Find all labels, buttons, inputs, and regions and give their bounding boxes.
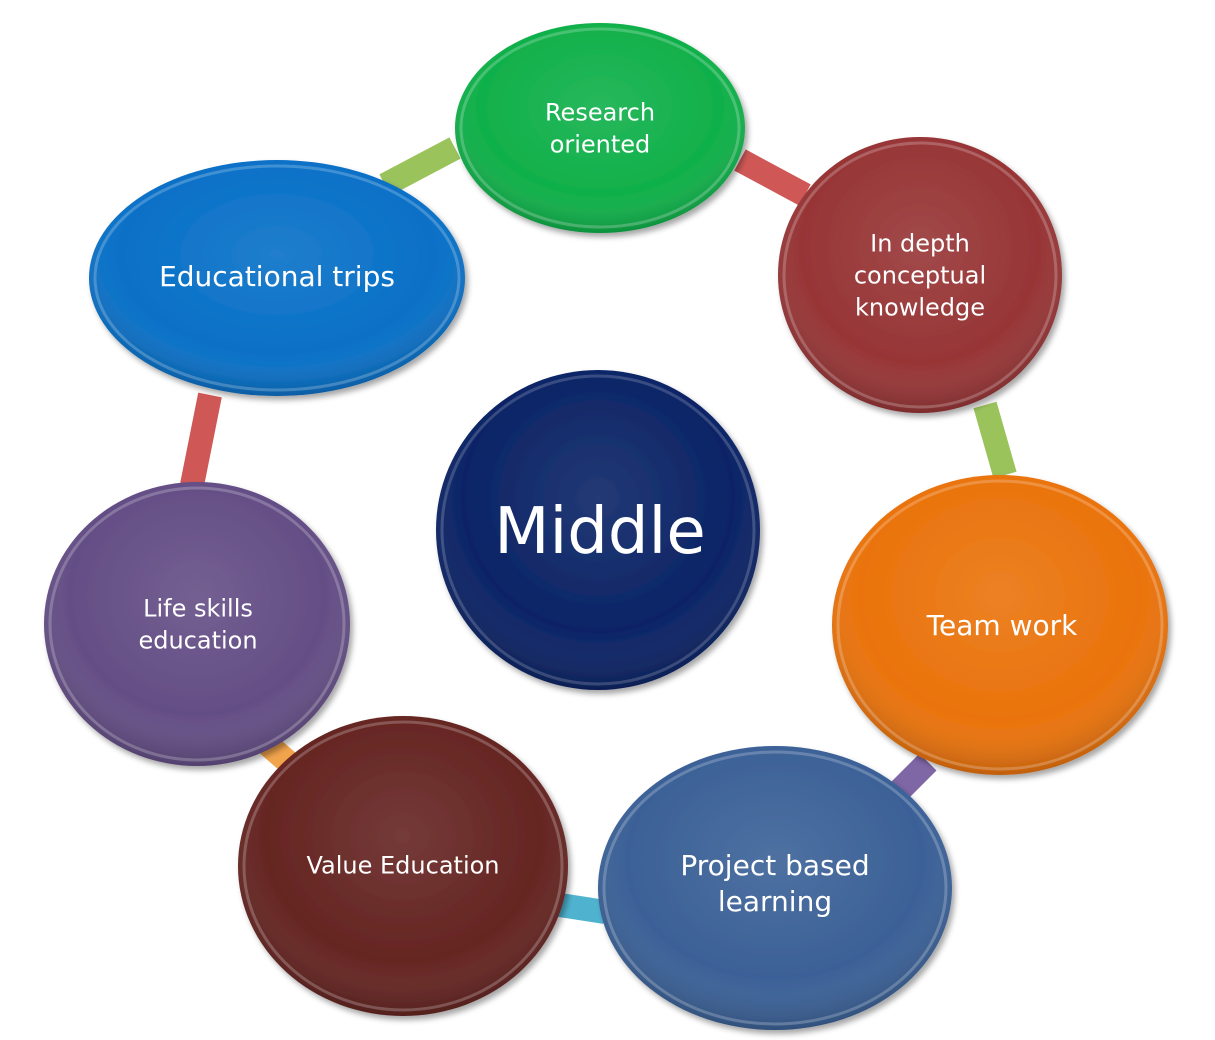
connector-trips-research [379, 137, 461, 196]
node-value-education [238, 716, 568, 1016]
node-project-based-learning [598, 746, 952, 1030]
outer-nodes [44, 23, 1168, 1030]
label-value-education: Value Education [306, 851, 499, 879]
label-research-oriented: Research oriented [545, 98, 655, 158]
label-line: knowledge [855, 293, 985, 321]
center-node [436, 370, 760, 690]
label-line: Team work [926, 609, 1078, 642]
connector-research-indepth [734, 149, 811, 206]
label-line: oriented [550, 130, 651, 158]
label-line: Project based [680, 849, 869, 882]
center-label: Middle [494, 495, 705, 569]
labels: Research oriented In depth conceptual knowl… [138, 98, 1078, 917]
label-line: education [138, 626, 257, 654]
node-research-oriented [455, 23, 745, 233]
label-line: In depth [870, 229, 970, 257]
connector-lifeskills-trips [180, 392, 222, 488]
connector-indepth-teamwork [973, 401, 1017, 479]
node-life-skills-education [44, 482, 350, 766]
label-project-based-learning: Project based learning [680, 849, 869, 918]
node-team-work [832, 475, 1168, 775]
label-line: Life skills [143, 594, 253, 622]
label-line: Research [545, 98, 655, 126]
node-in-depth-conceptual-knowledge [778, 137, 1062, 413]
label-line: conceptual [854, 261, 986, 289]
label-line: Educational trips [159, 260, 395, 293]
connector-project-value [558, 893, 607, 924]
label-line: learning [718, 885, 832, 918]
label-team-work: Team work [926, 609, 1078, 642]
label-in-depth-conceptual-knowledge: In depth conceptual knowledge [854, 229, 986, 321]
label-line: Value Education [306, 851, 499, 879]
label-educational-trips: Educational trips [159, 260, 395, 293]
label-life-skills-education: Life skills education [138, 594, 257, 654]
node-educational-trips [89, 160, 465, 396]
connectors [180, 137, 1017, 924]
connector-teamwork-project [889, 753, 937, 801]
